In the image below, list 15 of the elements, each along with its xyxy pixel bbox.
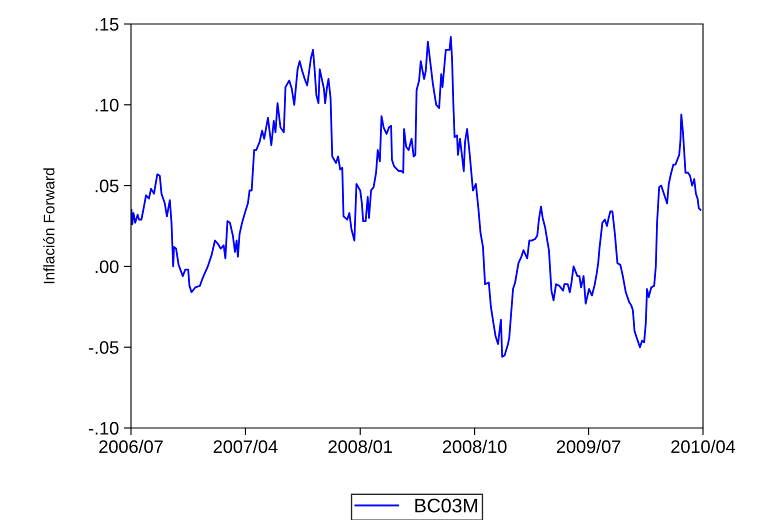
y-tick-label: .15 xyxy=(96,18,118,31)
x-tick-label: 2008/10 xyxy=(442,440,507,454)
y-tick-label: .05 xyxy=(96,180,118,192)
y-tick-label: .00 xyxy=(96,260,118,274)
line-series xyxy=(131,36,702,358)
x-tick-label: 2008/01 xyxy=(328,440,392,454)
x-tick-label: 2010/04 xyxy=(671,440,736,454)
y-tick-label: -.10 xyxy=(88,422,118,435)
x-tick-label: 2007/04 xyxy=(214,440,278,454)
legend-label: BC03M xyxy=(415,498,477,512)
y-tick-label: -.05 xyxy=(88,341,118,354)
y-tick-label: .10 xyxy=(96,98,118,112)
x-tick-label: 2009/07 xyxy=(556,440,620,454)
x-tick-label: 2006/07 xyxy=(99,440,163,454)
y-axis-title: Inflación Forward xyxy=(43,168,55,284)
